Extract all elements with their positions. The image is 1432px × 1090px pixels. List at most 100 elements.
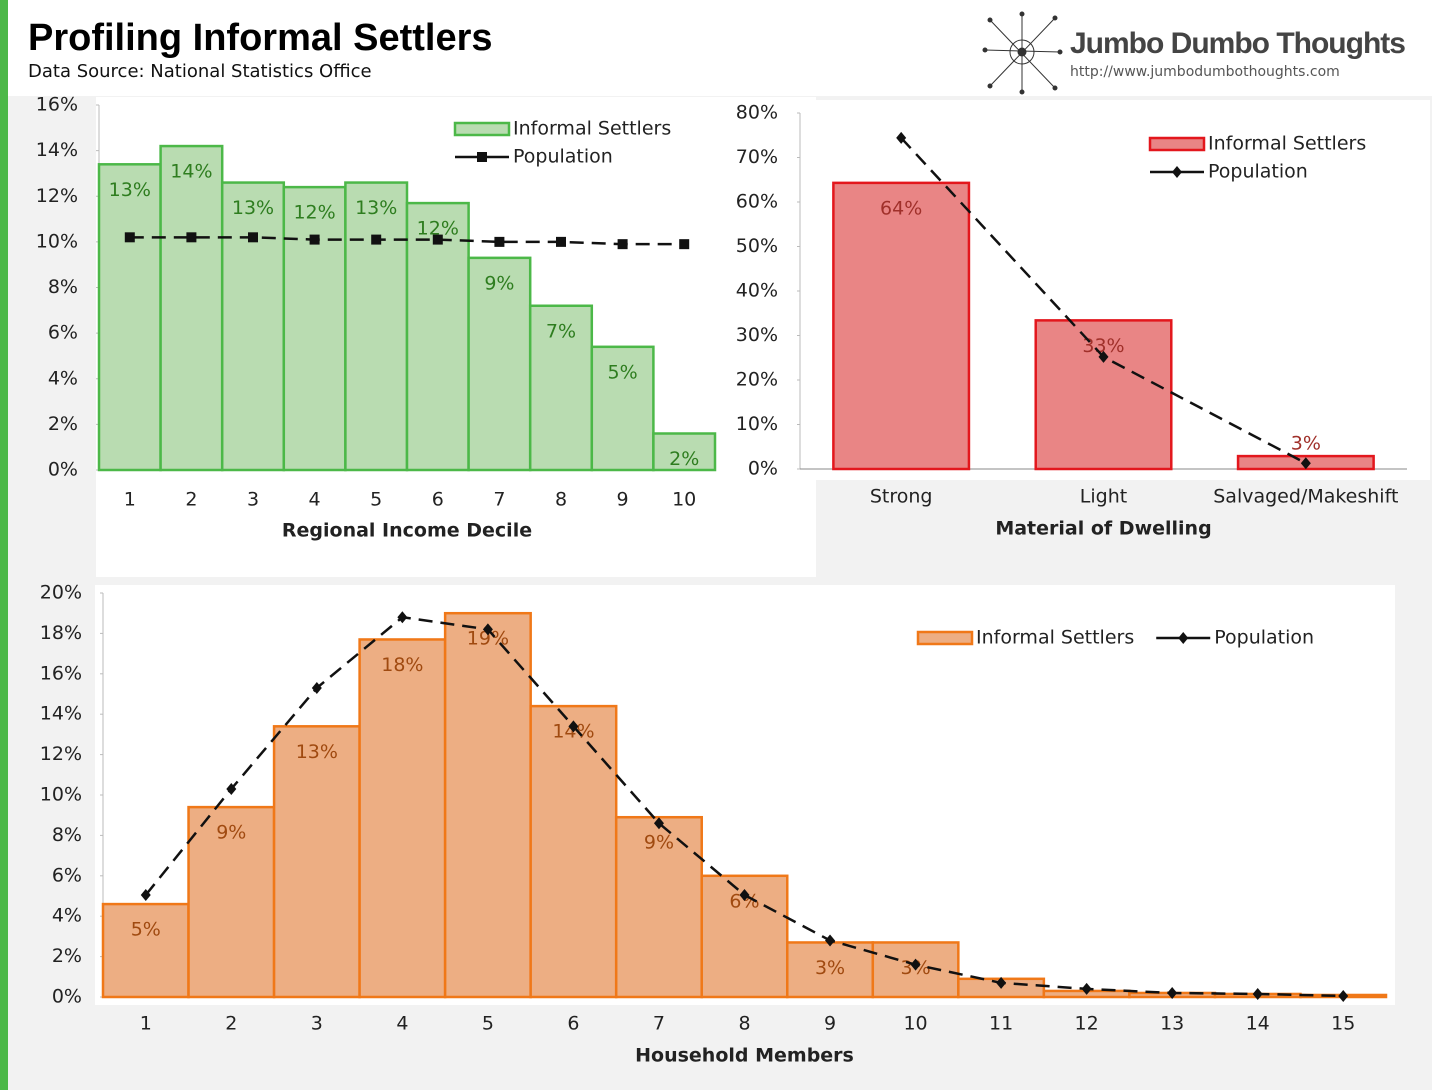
value-label: 5% bbox=[131, 919, 161, 941]
page-title: Profiling Informal Settlers bbox=[28, 17, 493, 59]
brand: Jumbo Dumbo Thoughts bbox=[1070, 27, 1405, 60]
y-tick-label: 60% bbox=[736, 191, 778, 213]
x-tick-label: 7 bbox=[493, 489, 505, 511]
y-tick-label: 8% bbox=[48, 276, 78, 298]
bar bbox=[1034, 319, 1173, 471]
y-tick-label: 10% bbox=[736, 413, 778, 435]
bar bbox=[467, 256, 532, 472]
x-tick-label: 2 bbox=[225, 1013, 237, 1035]
point bbox=[371, 234, 382, 245]
legend-label: Population bbox=[513, 146, 613, 168]
x-tick-label: 6 bbox=[432, 489, 444, 511]
value-label: 13% bbox=[109, 179, 151, 201]
legend-swatch bbox=[1148, 136, 1206, 152]
point bbox=[140, 888, 151, 901]
bar bbox=[272, 725, 361, 999]
point bbox=[739, 888, 750, 901]
value-label: 9% bbox=[644, 832, 674, 854]
x-tick-label: 3 bbox=[247, 489, 259, 511]
x-tick-label: 2 bbox=[185, 489, 197, 511]
y-tick-label: 10% bbox=[40, 784, 82, 806]
x-tick-label: 6 bbox=[567, 1013, 579, 1035]
x-tick-label: 10 bbox=[903, 1013, 927, 1035]
x-axis-title: Material of Dwelling bbox=[995, 518, 1211, 540]
bar bbox=[282, 185, 347, 472]
point bbox=[186, 232, 197, 243]
bar bbox=[101, 902, 190, 999]
y-tick-label: 30% bbox=[736, 324, 778, 346]
bar bbox=[187, 805, 276, 999]
y-tick-label: 80% bbox=[736, 102, 778, 124]
value-label: 3% bbox=[815, 957, 845, 979]
value-label: 18% bbox=[381, 654, 423, 676]
value-label: 19% bbox=[467, 628, 509, 650]
point bbox=[1338, 989, 1349, 1002]
page-subtitle: Data Source: National Statistics Office bbox=[28, 61, 372, 82]
point bbox=[568, 720, 579, 733]
point bbox=[910, 958, 921, 971]
legend-marker bbox=[477, 152, 487, 162]
point bbox=[1252, 987, 1263, 1000]
x-tick-label: 13 bbox=[1160, 1013, 1184, 1035]
x-tick-label: 9 bbox=[617, 489, 629, 511]
value-label: 13% bbox=[232, 197, 274, 219]
point bbox=[1098, 350, 1109, 363]
y-tick-label: 14% bbox=[40, 703, 82, 725]
y-tick-label: 12% bbox=[36, 185, 78, 207]
x-tick-label: 1 bbox=[124, 489, 136, 511]
bar bbox=[97, 163, 162, 472]
value-label: 9% bbox=[484, 272, 514, 294]
legend-label: Informal Settlers bbox=[513, 118, 671, 140]
point bbox=[1300, 457, 1311, 470]
y-tick-label: 2% bbox=[48, 413, 78, 435]
point bbox=[124, 232, 135, 243]
x-tick-label: 4 bbox=[309, 489, 321, 511]
point bbox=[1081, 982, 1092, 995]
point bbox=[653, 817, 664, 830]
x-tick-label: 5 bbox=[370, 489, 382, 511]
y-tick-label: 70% bbox=[736, 146, 778, 168]
bar bbox=[405, 201, 470, 472]
legend-label: Population bbox=[1208, 161, 1308, 183]
point bbox=[896, 131, 907, 144]
value-label: 13% bbox=[296, 741, 338, 763]
value-label: 3% bbox=[1291, 433, 1321, 455]
y-tick-label: 2% bbox=[52, 945, 82, 967]
x-tick-label: 11 bbox=[989, 1013, 1013, 1035]
x-tick-label: 7 bbox=[653, 1013, 665, 1035]
point bbox=[617, 239, 628, 250]
legend-label: Informal Settlers bbox=[1208, 133, 1366, 155]
value-label: 7% bbox=[546, 320, 576, 342]
x-tick-label: 12 bbox=[1075, 1013, 1099, 1035]
legend-label: Population bbox=[1214, 627, 1314, 649]
point bbox=[679, 239, 690, 250]
value-label: 64% bbox=[880, 197, 922, 219]
legend-swatch bbox=[916, 630, 974, 646]
x-tick-label: 9 bbox=[824, 1013, 836, 1035]
value-label: 12% bbox=[293, 202, 335, 224]
population-line bbox=[129, 236, 685, 246]
bar bbox=[590, 345, 655, 472]
x-tick-label: 5 bbox=[482, 1013, 494, 1035]
bar bbox=[528, 304, 594, 472]
x-tick-label: 4 bbox=[396, 1013, 408, 1035]
point bbox=[432, 234, 443, 245]
x-tick-label: 15 bbox=[1331, 1013, 1355, 1035]
x-tick-label: 8 bbox=[555, 489, 567, 511]
point bbox=[1167, 986, 1178, 999]
legend-marker bbox=[1178, 632, 1189, 644]
y-tick-label: 4% bbox=[48, 367, 78, 389]
y-tick-label: 4% bbox=[52, 905, 82, 927]
x-tick-label: 1 bbox=[140, 1013, 152, 1035]
y-tick-label: 6% bbox=[52, 864, 82, 886]
y-tick-label: 6% bbox=[48, 322, 78, 344]
y-tick-label: 20% bbox=[736, 369, 778, 391]
point bbox=[311, 681, 322, 694]
bar bbox=[529, 704, 618, 999]
bar bbox=[358, 638, 447, 999]
point bbox=[226, 782, 237, 795]
point bbox=[397, 611, 408, 624]
point bbox=[556, 236, 566, 247]
bar bbox=[652, 432, 717, 472]
x-tick-label: 14 bbox=[1246, 1013, 1270, 1035]
